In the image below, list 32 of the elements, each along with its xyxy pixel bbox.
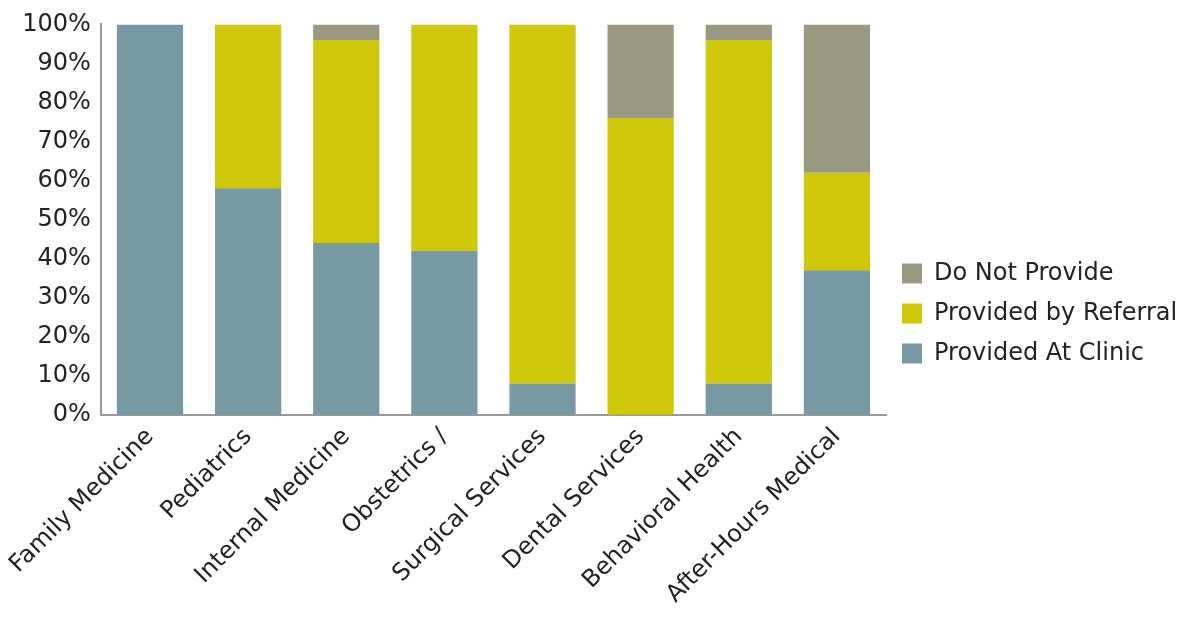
bar <box>313 40 380 243</box>
y-tick-label: 20% <box>37 320 91 349</box>
bar <box>313 242 380 415</box>
y-tick-label: 30% <box>37 281 91 310</box>
bar <box>214 24 282 189</box>
bar <box>509 24 576 384</box>
bar <box>803 172 871 271</box>
bar <box>803 24 871 173</box>
bar <box>509 383 576 415</box>
y-tick-label: 60% <box>37 164 91 193</box>
bar <box>803 270 871 415</box>
y-tick-label: 50% <box>37 203 91 232</box>
bar <box>116 24 184 415</box>
bar <box>607 24 674 119</box>
legend-label: Provided by Referral <box>934 297 1178 326</box>
bar <box>313 24 380 41</box>
bar <box>214 188 282 415</box>
bar <box>607 118 674 415</box>
legend-label: Do Not Provide <box>934 257 1114 286</box>
y-tick-label: 40% <box>37 242 91 271</box>
bar <box>705 24 772 41</box>
bar <box>705 40 772 384</box>
y-tick-label: 90% <box>37 47 91 76</box>
bar <box>411 250 478 415</box>
y-tick-label: 10% <box>37 359 91 388</box>
y-tick-label: 0% <box>52 398 91 427</box>
y-tick-label: 80% <box>37 86 91 115</box>
bar <box>705 383 772 415</box>
y-tick-label: 100% <box>22 8 91 37</box>
legend-label: Provided At Clinic <box>934 337 1145 366</box>
bar <box>411 24 478 251</box>
y-tick-label: 70% <box>37 125 91 154</box>
